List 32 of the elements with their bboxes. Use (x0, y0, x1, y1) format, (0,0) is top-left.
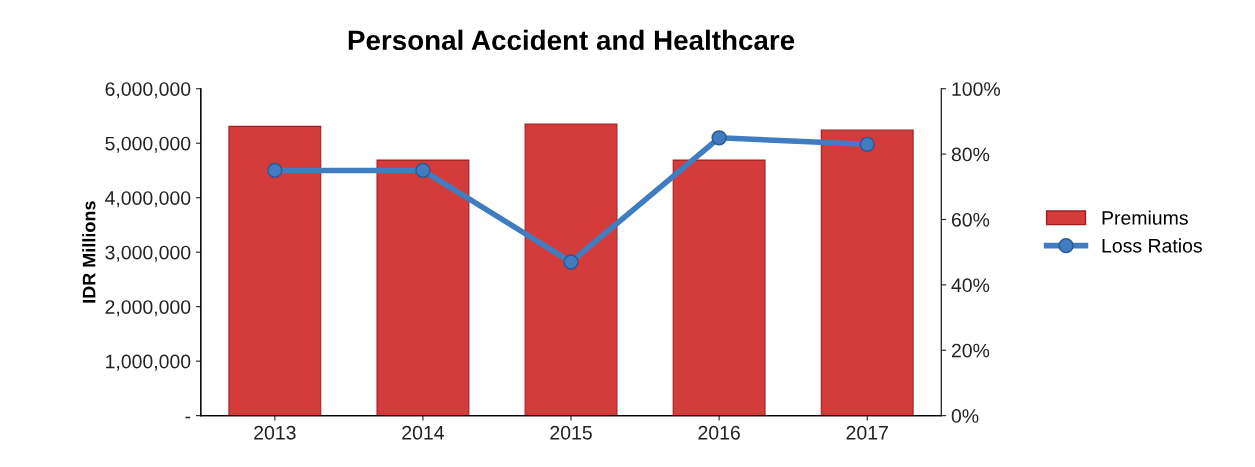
x-tick-label: 2016 (698, 425, 740, 440)
point (711, 130, 727, 146)
legend-label: Premiums (1102, 210, 1188, 225)
x-tick-label: 2014 (402, 425, 444, 440)
point (267, 162, 283, 179)
y-tick-label: 3,000,000 (105, 245, 191, 262)
chart-title: Personal Accident and Healthcare (348, 29, 795, 51)
bar (524, 123, 618, 416)
point (859, 136, 875, 152)
bar (376, 159, 470, 416)
y-tick-label: - (185, 416, 191, 419)
y-tick-label: 6,000,000 (105, 82, 191, 99)
y-tick-label: 2,000,000 (105, 300, 191, 317)
y2-tick-label: 60% (951, 212, 990, 227)
y2-tick-label: 80% (951, 147, 990, 162)
y2-tick-label: 40% (951, 278, 990, 293)
x-tick-label: 2017 (846, 425, 888, 440)
y-tick-label: 4,000,000 (105, 191, 191, 208)
x-tick-label: 2015 (550, 425, 592, 440)
y-tick-label: 5,000,000 (105, 136, 191, 153)
bar (228, 125, 322, 416)
y2-tick-label: 20% (951, 343, 990, 358)
point (415, 162, 431, 179)
y-axis-title: IDR Millions (82, 201, 96, 303)
point (563, 254, 579, 270)
bar (672, 159, 766, 416)
legend-label: Loss Ratios (1102, 238, 1202, 253)
bar (820, 129, 914, 416)
y2-tick-label: 0% (951, 409, 979, 423)
y2-tick-label: 100% (952, 82, 1001, 96)
x-tick-label: 2013 (254, 425, 296, 440)
y-tick-label: 1,000,000 (106, 354, 191, 371)
